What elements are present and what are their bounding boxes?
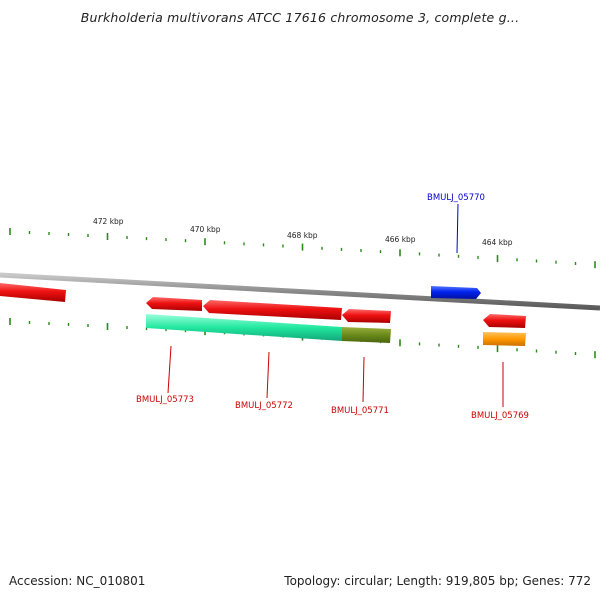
- gene-label-bmulj-05772[interactable]: BMULJ_05772: [235, 401, 293, 411]
- gene-label-bmulj-05773[interactable]: BMULJ_05773: [136, 395, 194, 405]
- gene-bmulj-05773[interactable]: [146, 297, 202, 311]
- gene-left-partial[interactable]: [0, 283, 66, 302]
- scale-label-464-kbp: 464 kbp: [482, 238, 513, 247]
- gene-label-bmulj-05769[interactable]: BMULJ_05769: [471, 411, 529, 421]
- feature-orange[interactable]: [483, 332, 526, 346]
- scale-label-470-kbp: 470 kbp: [190, 225, 221, 234]
- feature-green[interactable]: [146, 314, 342, 341]
- scale-label-468-kbp: 468 kbp: [287, 231, 318, 240]
- leader-line-bmulj-05773: [167, 345, 172, 394]
- feature-olive[interactable]: [342, 327, 391, 343]
- gene-bmulj-05769[interactable]: [483, 314, 526, 328]
- gene-label-bmulj-05770[interactable]: BMULJ_05770: [427, 193, 485, 203]
- scale-label-466-kbp: 466 kbp: [385, 235, 416, 244]
- gene-bmulj-05771[interactable]: [342, 309, 391, 323]
- leader-line-bmulj-05770: [456, 203, 459, 254]
- chromosome-backbone: [0, 272, 600, 311]
- gene-label-bmulj-05771[interactable]: BMULJ_05771: [331, 406, 389, 416]
- genome-summary-text: Topology: circular; Length: 919,805 bp; …: [284, 574, 591, 588]
- leader-line-bmulj-05772: [266, 351, 270, 399]
- gene-bmulj-05772[interactable]: [203, 300, 342, 320]
- leader-line-bmulj-05771: [362, 356, 365, 403]
- gene-bmulj-05770[interactable]: [431, 286, 481, 299]
- accession-text: Accession: NC_010801: [9, 574, 146, 588]
- scale-label-472-kbp: 472 kbp: [93, 217, 124, 226]
- map-title: Burkholderia multivorans ATCC 17616 chro…: [80, 10, 520, 25]
- upper-scale-ticks: [9, 228, 596, 269]
